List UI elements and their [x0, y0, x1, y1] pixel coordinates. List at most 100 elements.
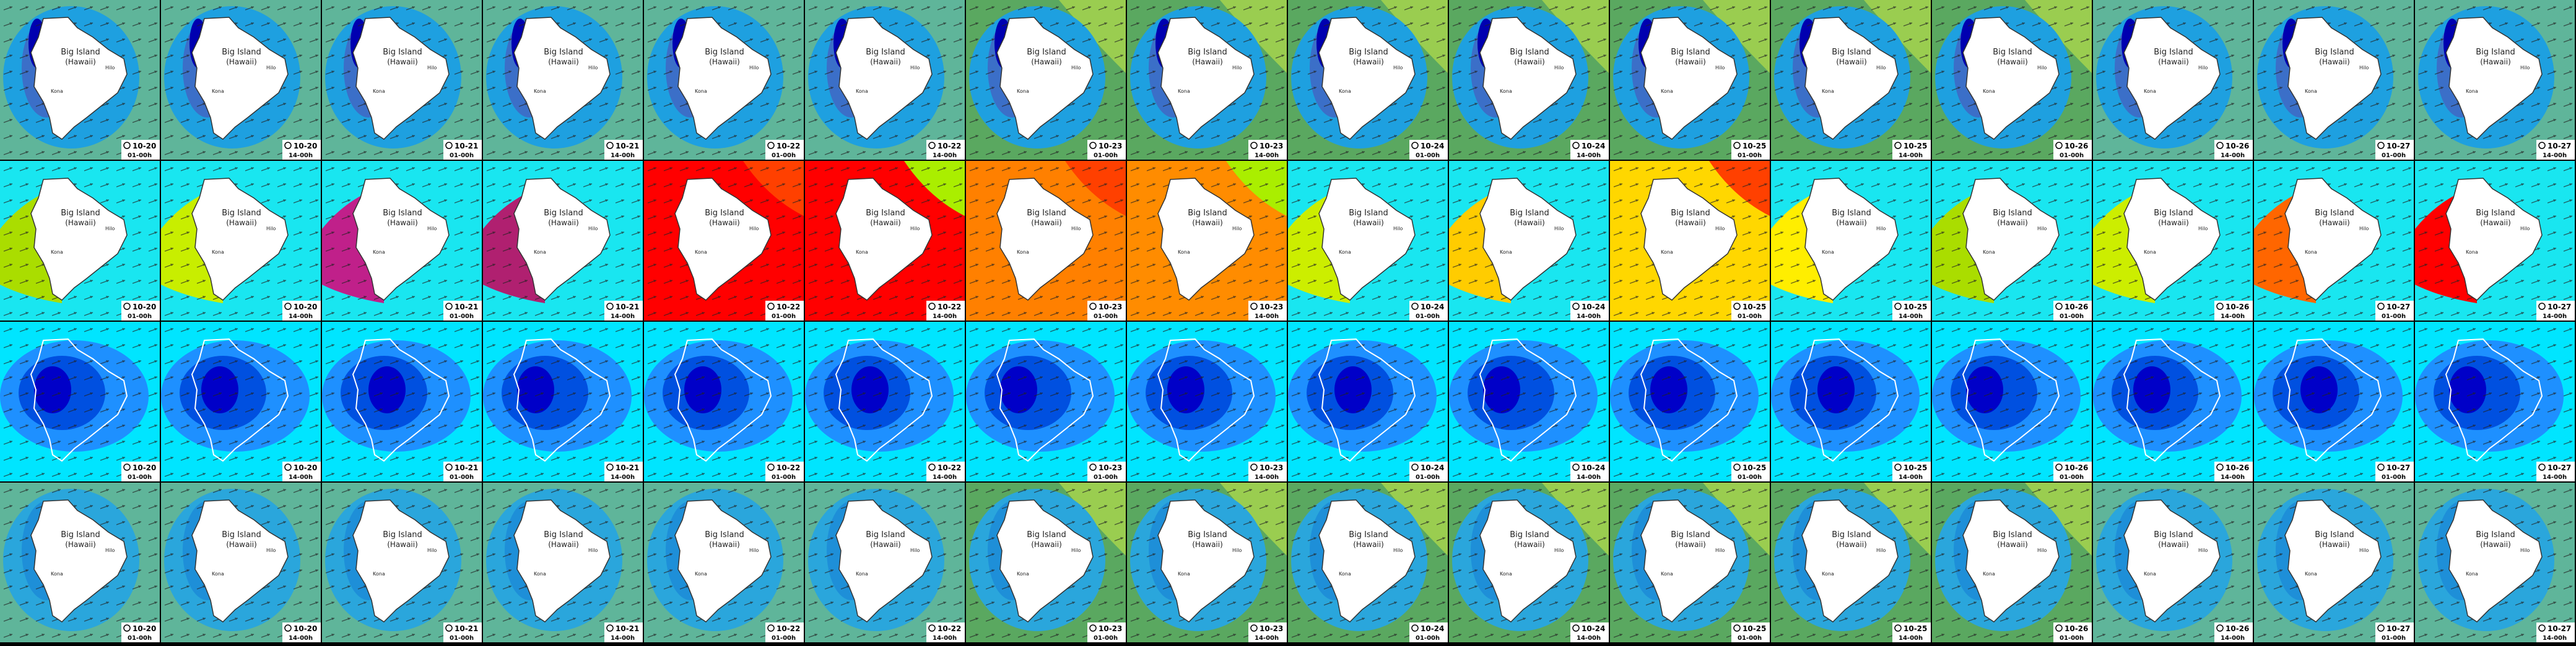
- island: [1479, 178, 1577, 301]
- town-label: Kona: [2466, 88, 2478, 94]
- island-sub: (Hawaii): [1353, 58, 1384, 66]
- island-sub: (Hawaii): [1836, 218, 1867, 227]
- timestamp-time: 01-00h: [1416, 635, 1440, 642]
- timestamp-time: 01-00h: [1738, 474, 1762, 481]
- timestamp-time: 01-00h: [1416, 474, 1440, 481]
- island-name: Big Island: [1832, 530, 1871, 540]
- timestamp-box: [1892, 462, 1931, 481]
- island: [1318, 17, 1416, 140]
- timestamp-time: 14-00h: [289, 313, 313, 320]
- timestamp-time: 01-00h: [1738, 152, 1762, 159]
- timestamp-time: 01-00h: [450, 635, 474, 642]
- timestamp-box: [2053, 301, 2092, 321]
- timestamp-box: [1087, 140, 1126, 160]
- town-label: Hilo: [910, 65, 920, 71]
- town-label: Kona: [856, 571, 868, 577]
- island: [2445, 178, 2543, 301]
- island-sub: (Hawaii): [226, 540, 257, 549]
- island-sub: (Hawaii): [1353, 218, 1384, 227]
- timestamp-time: 01-00h: [1738, 635, 1762, 642]
- island-name: Big Island: [61, 48, 100, 57]
- timestamp-date: 10-27: [2548, 463, 2571, 472]
- island-outline: [1318, 338, 1416, 462]
- island-name: Big Island: [1510, 530, 1549, 540]
- island-sub: (Hawaii): [1031, 58, 1062, 66]
- town-label: Kona: [534, 88, 546, 94]
- forecast-tile: Big Island(Hawaii) Kona Hilo 10-26 01-00h: [1932, 161, 2092, 321]
- timestamp-time: 01-00h: [1094, 313, 1118, 320]
- town-label: Kona: [1500, 571, 1512, 577]
- town-label: Kona: [2305, 249, 2317, 255]
- forecast-tile: 10-24 01-00h: [1288, 322, 1448, 481]
- island-outline: [352, 338, 450, 462]
- timestamp-date: 10-24: [1421, 624, 1444, 633]
- town-label: Hilo: [2037, 548, 2047, 553]
- clock-icon: [1089, 624, 1097, 632]
- timestamp-time: 01-00h: [772, 474, 796, 481]
- timestamp-time: 01-00h: [128, 635, 152, 642]
- town-label: Hilo: [588, 226, 598, 231]
- timestamp-box: [1248, 622, 1287, 642]
- timestamp-time: 14-00h: [1899, 474, 1923, 481]
- town-label: Kona: [212, 571, 224, 577]
- clock-icon: [284, 142, 292, 149]
- timestamp-date: 10-25: [1904, 624, 1927, 633]
- forecast-tile: 10-20 01-00h: [0, 322, 160, 481]
- wind-arrows: [2254, 322, 2414, 481]
- timestamp-date: 10-24: [1582, 624, 1605, 633]
- clock-icon: [767, 463, 775, 471]
- timestamp-time: 14-00h: [933, 313, 957, 320]
- island-outline: [1479, 338, 1577, 462]
- forecast-tile: Big Island(Hawaii) Kona Hilo 10-26 01-00h: [1932, 483, 2092, 642]
- timestamp-date: 10-22: [777, 303, 800, 311]
- town-label: Kona: [1661, 571, 1673, 577]
- island-name: Big Island: [544, 48, 583, 57]
- island-sub: (Hawaii): [709, 540, 740, 549]
- wind-arrows: [483, 322, 643, 481]
- clock-icon: [2216, 303, 2224, 310]
- wind-arrows: [1610, 322, 1770, 481]
- town-label: Kona: [373, 571, 385, 577]
- town-label: Hilo: [427, 65, 437, 71]
- clock-icon: [1250, 303, 1258, 310]
- clock-icon: [606, 303, 614, 310]
- island: [1640, 499, 1738, 622]
- timestamp-time: 14-00h: [1577, 313, 1601, 320]
- clock-icon: [2538, 142, 2546, 149]
- timestamp-date: 10-24: [1421, 142, 1444, 150]
- town-label: Hilo: [2198, 548, 2208, 553]
- clock-icon: [445, 303, 453, 310]
- island: [2284, 499, 2382, 622]
- island: [191, 499, 289, 622]
- forecast-tile: Big Island(Hawaii) Kona Hilo 10-23 14-00h: [1127, 161, 1287, 321]
- timestamp-date: 10-27: [2387, 463, 2410, 472]
- island-sub: (Hawaii): [387, 58, 418, 66]
- timestamp-date: 10-23: [1099, 303, 1122, 311]
- clock-icon: [1894, 463, 1902, 471]
- timestamp-box: [1248, 462, 1287, 481]
- island: [1157, 499, 1255, 622]
- timestamp-date: 10-20: [294, 142, 317, 150]
- clock-icon: [1733, 624, 1741, 632]
- town-label: Hilo: [1876, 548, 1886, 553]
- timestamp-time: 14-00h: [611, 635, 635, 642]
- island-name: Big Island: [1671, 209, 1710, 218]
- timestamp-time: 01-00h: [1094, 474, 1118, 481]
- island-name: Big Island: [705, 209, 744, 218]
- clock-icon: [1089, 463, 1097, 471]
- forecast-tile: Big Island(Hawaii) Kona Hilo 10-25 14-00h: [1771, 483, 1931, 642]
- timestamp-box: [1087, 462, 1126, 481]
- clock-icon: [767, 303, 775, 310]
- timestamp-box: [2375, 140, 2414, 160]
- island: [1640, 178, 1738, 301]
- forecast-tile: Big Island(Hawaii) Kona Hilo 10-27 01-00h: [2254, 161, 2414, 321]
- island-sub: (Hawaii): [870, 218, 901, 227]
- timestamp-time: 14-00h: [289, 474, 313, 481]
- forecast-tile: Big Island(Hawaii) Kona Hilo 10-25 01-00h: [1610, 483, 1770, 642]
- island-sub: (Hawaii): [1675, 218, 1706, 227]
- timestamp-date: 10-25: [1743, 142, 1766, 150]
- forecast-tile: Big Island(Hawaii) Kona Hilo 10-23 14-00h: [1127, 0, 1287, 160]
- island: [191, 17, 289, 140]
- forecast-tile: Big Island(Hawaii) Kona Hilo 10-24 14-00h: [1449, 483, 1609, 642]
- timestamp-box: [443, 140, 482, 160]
